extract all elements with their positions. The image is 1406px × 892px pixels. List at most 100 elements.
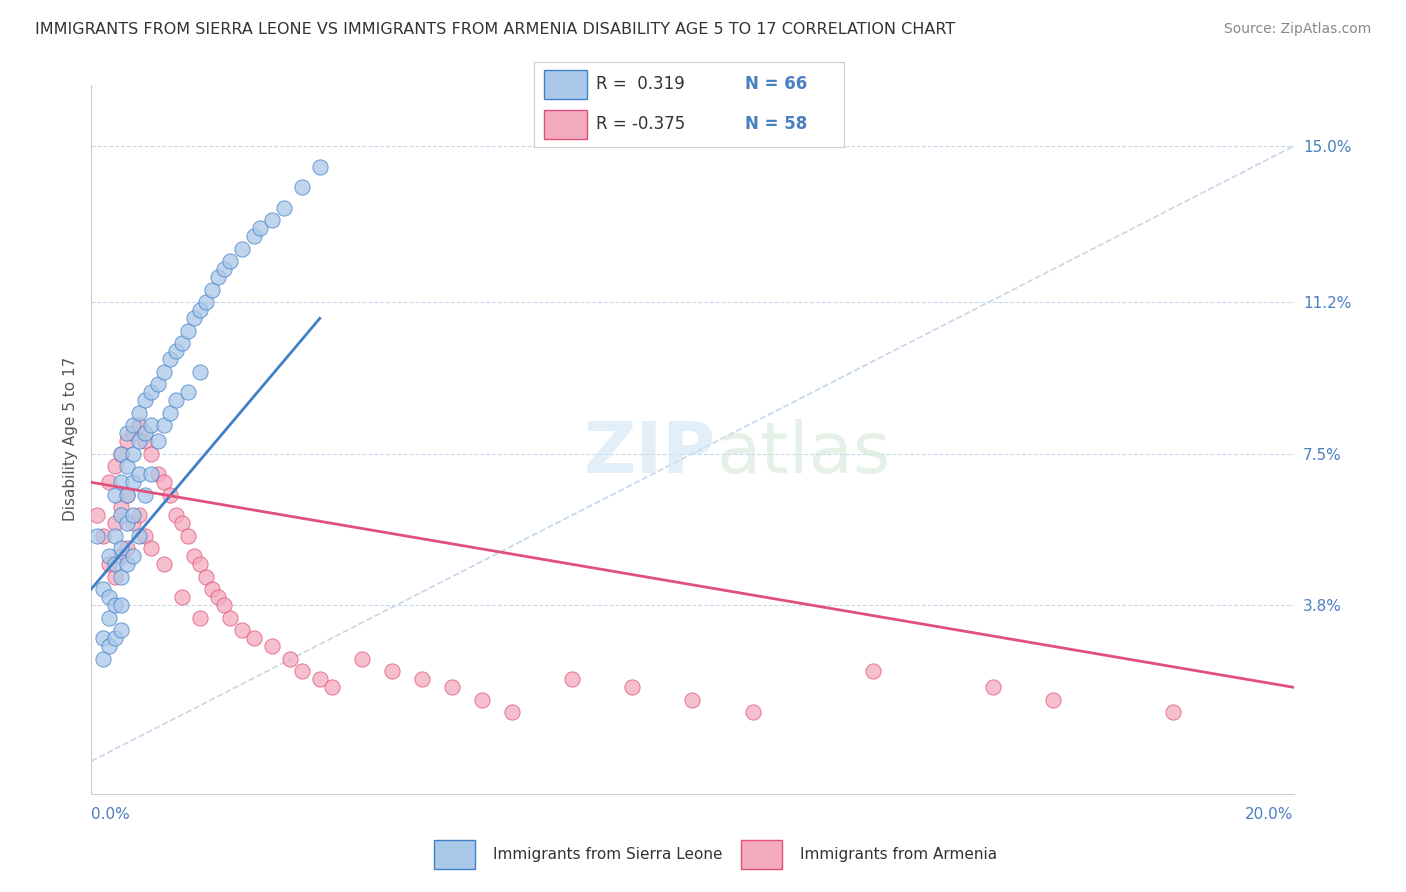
Point xyxy=(146,467,169,482)
Point xyxy=(561,672,583,686)
Bar xyxy=(741,839,782,869)
Point xyxy=(260,213,283,227)
Point xyxy=(188,610,211,624)
Point xyxy=(86,528,108,542)
Point xyxy=(110,500,132,514)
Point xyxy=(170,590,193,604)
Text: R = -0.375: R = -0.375 xyxy=(596,115,685,133)
Point xyxy=(321,681,343,695)
Text: N = 66: N = 66 xyxy=(745,76,807,94)
Point xyxy=(194,569,217,583)
Point xyxy=(141,447,163,461)
Point xyxy=(134,528,156,542)
Point xyxy=(471,692,494,706)
Point xyxy=(741,705,763,719)
Text: N = 58: N = 58 xyxy=(745,115,807,133)
Point xyxy=(141,385,163,400)
Point xyxy=(201,582,224,596)
Text: atlas: atlas xyxy=(717,419,891,488)
Point xyxy=(141,467,163,482)
Point xyxy=(862,664,884,678)
Point xyxy=(621,681,644,695)
Point xyxy=(104,488,127,502)
Text: 0.0%: 0.0% xyxy=(91,807,131,822)
Point xyxy=(170,516,193,531)
Point xyxy=(128,508,150,523)
Point xyxy=(218,610,240,624)
Point xyxy=(278,651,301,665)
Point xyxy=(231,242,253,256)
Point xyxy=(104,599,127,613)
Point xyxy=(350,651,373,665)
Point xyxy=(249,221,271,235)
Bar xyxy=(433,839,475,869)
Point xyxy=(117,488,139,502)
Point xyxy=(218,254,240,268)
Text: Immigrants from Armenia: Immigrants from Armenia xyxy=(800,847,997,862)
Point xyxy=(194,295,217,310)
Point xyxy=(128,434,150,449)
Point xyxy=(165,344,187,359)
Point xyxy=(291,180,314,194)
Point xyxy=(188,303,211,318)
Point xyxy=(110,541,132,555)
Point xyxy=(122,447,145,461)
Point xyxy=(93,651,115,665)
Text: Source: ZipAtlas.com: Source: ZipAtlas.com xyxy=(1223,22,1371,37)
Point xyxy=(165,393,187,408)
Point xyxy=(128,467,150,482)
Point xyxy=(183,549,205,563)
Point xyxy=(104,558,127,572)
Point xyxy=(176,324,198,338)
Point xyxy=(117,426,139,441)
Point xyxy=(93,528,115,542)
Point xyxy=(110,549,132,563)
Point xyxy=(104,516,127,531)
Point xyxy=(104,569,127,583)
Point xyxy=(122,508,145,523)
Point xyxy=(128,406,150,420)
Point xyxy=(117,488,139,502)
Point xyxy=(117,558,139,572)
Point xyxy=(86,508,108,523)
Point xyxy=(183,311,205,326)
Point xyxy=(146,376,169,391)
Point xyxy=(128,417,150,432)
Point xyxy=(98,610,121,624)
Point xyxy=(122,426,145,441)
Point xyxy=(122,475,145,490)
Point xyxy=(134,393,156,408)
Point xyxy=(212,262,235,277)
Bar xyxy=(544,110,586,139)
Point xyxy=(242,229,264,244)
Point xyxy=(98,475,121,490)
Point xyxy=(104,631,127,645)
Bar xyxy=(544,70,586,99)
Point xyxy=(110,623,132,637)
Point xyxy=(141,541,163,555)
Point xyxy=(308,672,330,686)
Point xyxy=(93,631,115,645)
Point xyxy=(207,270,229,285)
Point xyxy=(159,488,181,502)
Point xyxy=(117,434,139,449)
Point xyxy=(93,582,115,596)
Point xyxy=(242,631,264,645)
Text: IMMIGRANTS FROM SIERRA LEONE VS IMMIGRANTS FROM ARMENIA DISABILITY AGE 5 TO 17 C: IMMIGRANTS FROM SIERRA LEONE VS IMMIGRAN… xyxy=(35,22,956,37)
Point xyxy=(122,516,145,531)
Point xyxy=(110,508,132,523)
Point xyxy=(159,352,181,367)
Point xyxy=(440,681,463,695)
Y-axis label: Disability Age 5 to 17: Disability Age 5 to 17 xyxy=(62,357,77,522)
Point xyxy=(134,434,156,449)
Point xyxy=(122,417,145,432)
Point xyxy=(152,417,174,432)
Point xyxy=(110,447,132,461)
Point xyxy=(260,640,283,654)
Point xyxy=(146,434,169,449)
Point xyxy=(152,475,174,490)
Point xyxy=(681,692,703,706)
Text: R =  0.319: R = 0.319 xyxy=(596,76,685,94)
Point xyxy=(1161,705,1184,719)
Point xyxy=(176,385,198,400)
